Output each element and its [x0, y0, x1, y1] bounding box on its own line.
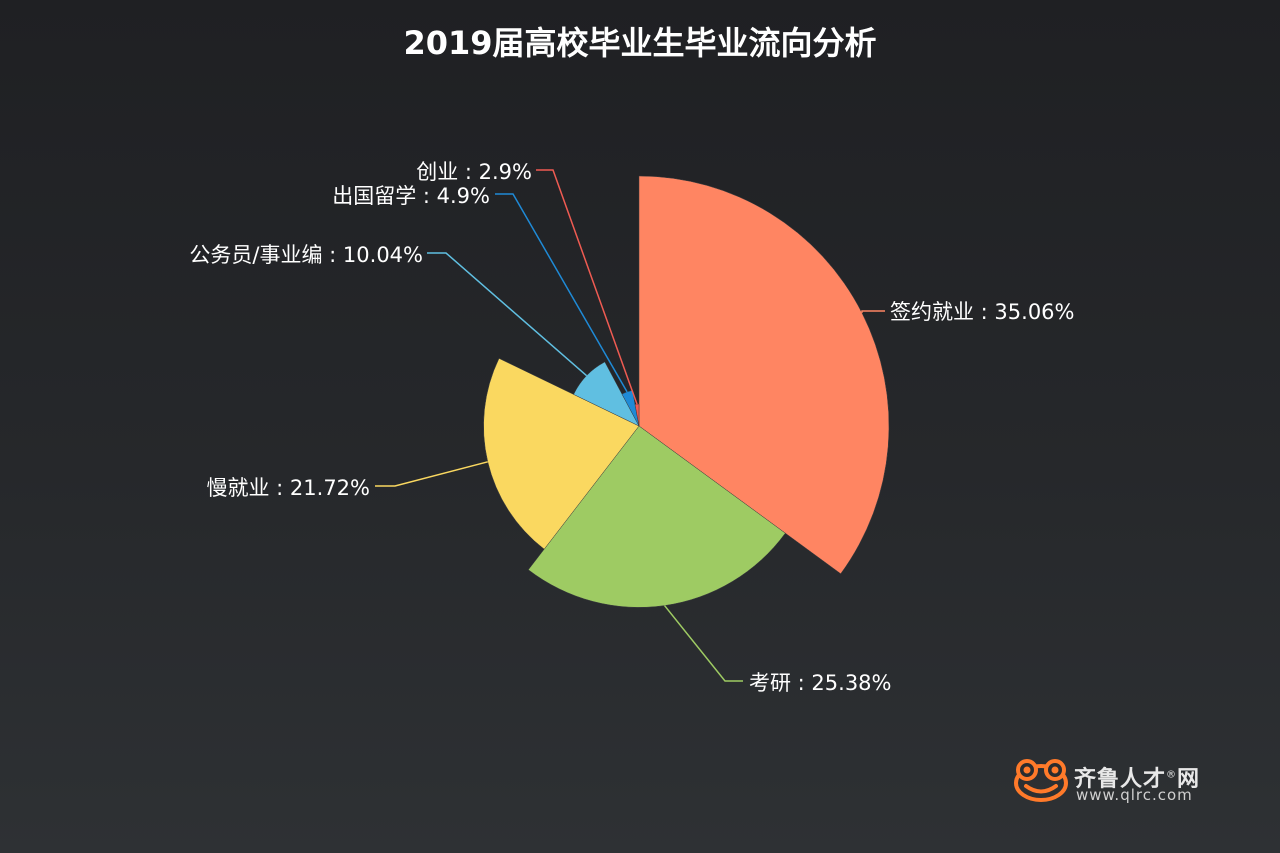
slice-label-1: 考研 : 25.38%	[749, 671, 892, 695]
watermark-url: www.qlrc.com	[1076, 786, 1193, 804]
slice-label-4: 出国留学 : 4.9%	[332, 184, 490, 208]
slice-3	[573, 361, 640, 427]
leader-line-0	[861, 310, 885, 313]
chart-title: 2019届高校毕业生毕业流向分析	[403, 24, 877, 62]
slice-label-3: 公务员/事业编 : 10.04%	[189, 243, 423, 267]
leader-line-3	[427, 252, 588, 377]
watermark: 齐鲁人才®网 www.qlrc.com	[1012, 757, 1242, 807]
leader-line-4	[495, 193, 628, 393]
slice-label-2: 慢就业 : 21.72%	[207, 476, 371, 500]
slice-label-5: 创业 : 2.9%	[416, 160, 532, 184]
leader-line-2	[375, 461, 488, 487]
slice-2	[483, 358, 640, 550]
leader-lines-layer	[375, 169, 885, 682]
slice-label-0: 签约就业 : 35.06%	[890, 300, 1075, 324]
watermark-brand: 齐鲁人才®网	[1074, 767, 1201, 792]
slices-layer	[483, 175, 890, 608]
labels-layer: 签约就业 : 35.06% 考研 : 25.38% 慢就业 : 21.72% 公务员/…	[189, 160, 1074, 695]
leader-line-5	[536, 169, 638, 405]
frog-logo-icon	[1014, 759, 1068, 802]
leader-line-1	[663, 605, 743, 682]
